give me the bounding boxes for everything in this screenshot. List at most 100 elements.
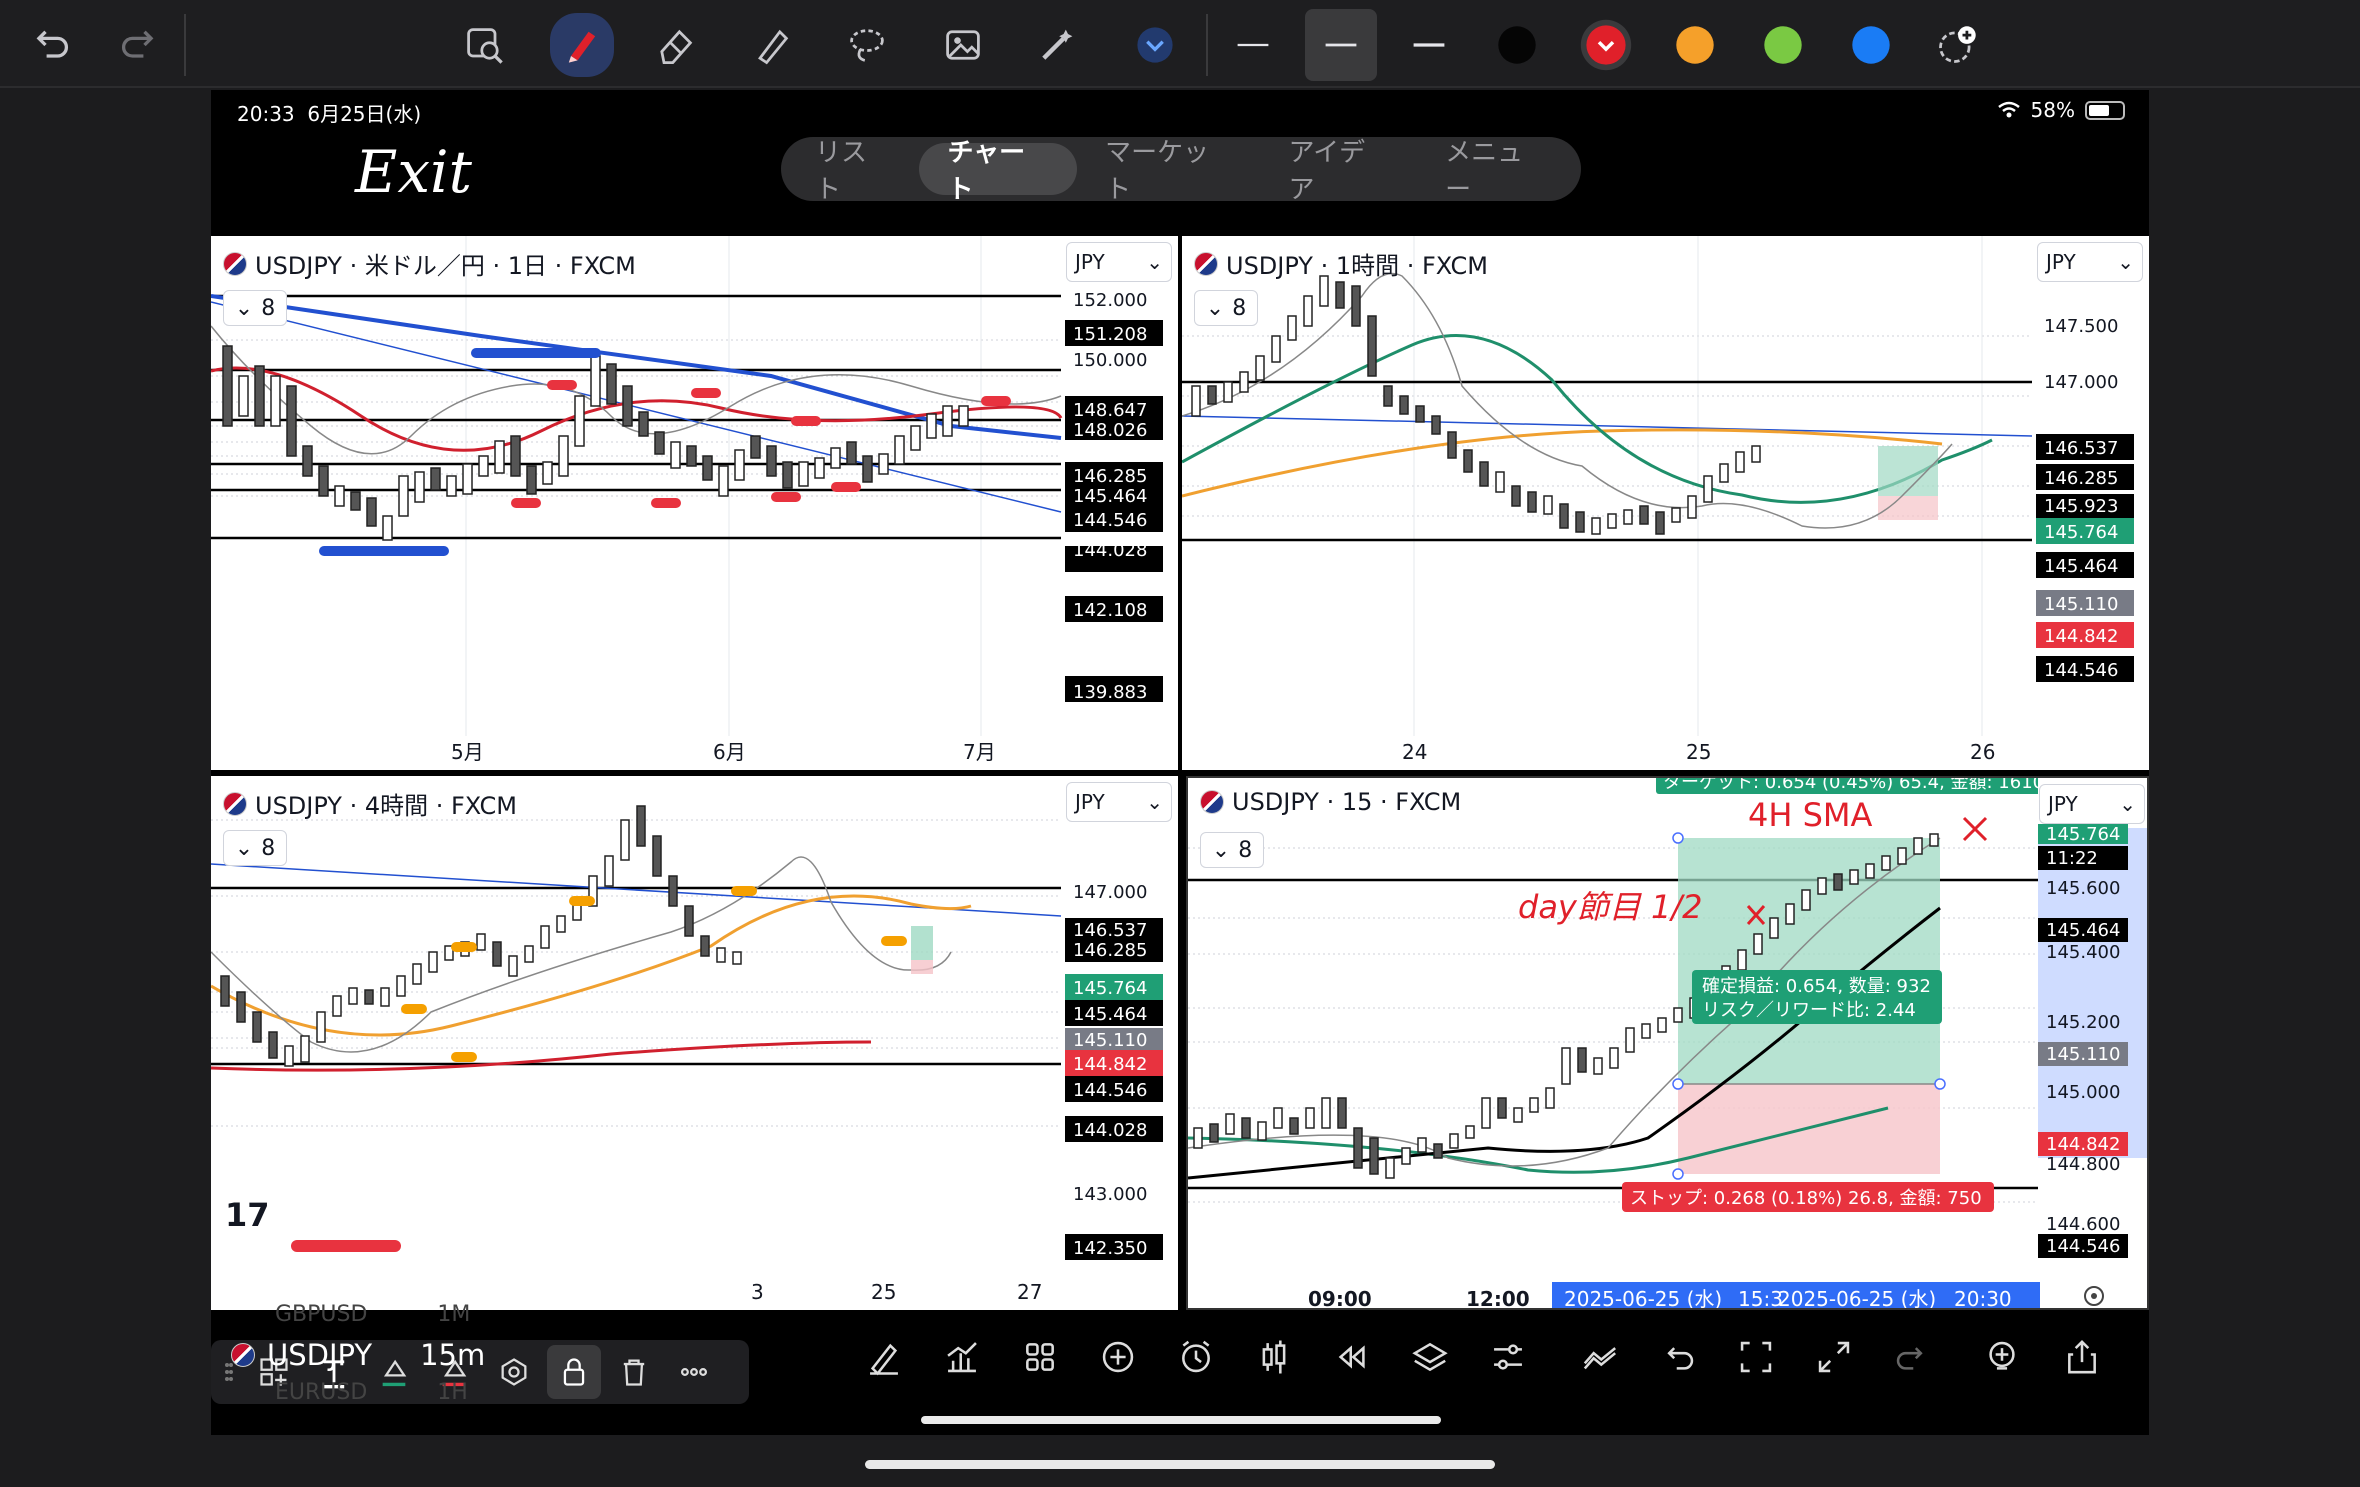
4h-price-label: 142.350 <box>1073 1238 1147 1259</box>
daily-time-label: 5月 <box>451 740 484 764</box>
symbol-selector[interactable]: USDJPY 15m <box>231 1338 485 1372</box>
color-red-selected-icon[interactable] <box>1575 14 1637 76</box>
eraser-icon[interactable] <box>648 18 702 72</box>
fill-color-icon[interactable] <box>367 1345 421 1399</box>
15m-chart-canvas[interactable]: ターゲット: 0.654 (0.45%) 65.4, 金額: 1610.07 確… <box>1188 778 2149 1310</box>
hourly-interval-selector[interactable]: ⌄ 8 <box>1194 290 1258 326</box>
tab-menu[interactable]: メニュー <box>1445 138 1524 205</box>
4h-time-label: 27 <box>1017 1280 1042 1304</box>
trash-icon[interactable] <box>607 1345 661 1399</box>
wifi-icon <box>1997 101 2020 118</box>
undo-icon[interactable] <box>24 18 78 72</box>
lock-icon[interactable] <box>547 1345 601 1399</box>
hourly-price-label: 145.923 <box>2044 496 2118 517</box>
daily-chart-canvas[interactable]: 152.000 151.208 150.000 148.647 148.026 … <box>211 236 1178 770</box>
15m-interval-selector[interactable]: ⌄ 8 <box>1200 832 1264 868</box>
tab-ideas[interactable]: アイデア <box>1288 138 1366 205</box>
4h-interval-selector[interactable]: ⌄ 8 <box>223 830 287 866</box>
4h-price-label: 144.028 <box>1073 1120 1147 1141</box>
alarm-icon[interactable] <box>1169 1330 1223 1384</box>
lasso-icon[interactable] <box>840 18 894 72</box>
4h-currency-selector[interactable]: JPY ⌄ <box>1066 782 1172 822</box>
tab-market[interactable]: マーケット <box>1105 138 1210 205</box>
chart-pane-hourly[interactable]: 147.500 147.000 146.537 146.285 145.923 … <box>1182 236 2149 770</box>
share-icon[interactable] <box>2055 1330 2109 1384</box>
hourly-chart-canvas[interactable]: 147.500 147.000 146.537 146.285 145.923 … <box>1182 236 2149 770</box>
highlighter-icon[interactable] <box>744 18 798 72</box>
hourly-pane-title[interactable]: USDJPY · 1時間 · FXCM <box>1194 246 1488 281</box>
15m-countdown-label: 11:22 <box>2046 848 2098 869</box>
chart-pane-4h[interactable]: 147.000 146.537 146.285 145.764 145.464 … <box>211 776 1178 1310</box>
daily-currency-value: JPY <box>1075 250 1105 274</box>
15m-range-start-time: 15:3 <box>1738 1287 1783 1310</box>
replay-icon[interactable] <box>1325 1330 1379 1384</box>
layout-grid-icon[interactable] <box>1013 1330 1067 1384</box>
add-alert-icon[interactable] <box>1975 1330 2029 1384</box>
current-interval[interactable]: 15m <box>420 1338 486 1372</box>
compare-icon[interactable] <box>1573 1330 1627 1384</box>
drag-handle-icon[interactable] <box>217 1345 241 1399</box>
15m-pane-title[interactable]: USDJPY · 15 · FXCM <box>1200 788 1461 816</box>
medium-line-icon[interactable] <box>1305 9 1377 81</box>
redo-icon[interactable] <box>1885 1330 1939 1384</box>
grid-add-icon[interactable] <box>247 1345 301 1399</box>
handwritten-day-level: day節目 1/2 <box>1518 888 1703 926</box>
chart-pane-daily[interactable]: 152.000 151.208 150.000 148.647 148.026 … <box>211 236 1178 770</box>
indicators-icon[interactable] <box>935 1330 989 1384</box>
thick-line-icon[interactable] <box>1402 18 1456 72</box>
daily-price-label: 148.026 <box>1073 420 1147 441</box>
15m-range-start-date: 2025-06-25 (水) <box>1564 1287 1722 1310</box>
hourly-price-label: 145.110 <box>2044 594 2118 615</box>
us-jp-flag-icon <box>223 251 247 276</box>
daily-interval-selector[interactable]: ⌄ 8 <box>223 290 287 326</box>
15m-price-label: 145.400 <box>2046 942 2120 963</box>
chevron-down-icon[interactable] <box>1128 18 1182 72</box>
layers-icon[interactable] <box>1403 1330 1457 1384</box>
undo-icon[interactable] <box>1651 1330 1705 1384</box>
text-tool-icon[interactable] <box>307 1345 361 1399</box>
redo-icon[interactable] <box>112 18 166 72</box>
hourly-price-label: 145.764 <box>2044 522 2118 543</box>
handwritten-exit: Exit <box>354 138 473 206</box>
15m-price-label: 144.546 <box>2046 1236 2120 1257</box>
daily-pane-title[interactable]: USDJPY · 米ドル／円 · 1日 · FXCM <box>223 246 636 281</box>
color-green-icon[interactable] <box>1756 18 1810 72</box>
15m-price-label: 145.200 <box>2046 1012 2120 1033</box>
hourly-time-label: 25 <box>1686 740 1711 764</box>
toolbar-divider <box>184 14 186 76</box>
color-blue-icon[interactable] <box>1844 18 1898 72</box>
ghost-interval: 1M <box>437 1302 471 1327</box>
fullscreen-icon[interactable] <box>1807 1330 1861 1384</box>
add-color-icon[interactable] <box>1930 18 1984 72</box>
hourly-price-label: 146.537 <box>2044 438 2118 459</box>
draw-pen-icon[interactable] <box>857 1330 911 1384</box>
15m-range-end-date: 2025-06-25 (水) <box>1778 1287 1936 1310</box>
settings-icon[interactable] <box>2084 1286 2104 1306</box>
pen-tool-icon[interactable] <box>550 13 614 77</box>
clock: 20:33 <box>237 102 295 126</box>
chart-pane-15m[interactable]: ターゲット: 0.654 (0.45%) 65.4, 金額: 1610.07 確… <box>1186 776 2149 1310</box>
hourly-currency-selector[interactable]: JPY ⌄ <box>2037 242 2143 282</box>
4h-chart-canvas[interactable]: 147.000 146.537 146.285 145.764 145.464 … <box>211 776 1178 1310</box>
color-black-icon[interactable] <box>1490 18 1544 72</box>
hourly-time-label: 26 <box>1970 740 1995 764</box>
15m-currency-selector[interactable]: JPY ⌄ <box>2039 784 2145 824</box>
4h-pane-title[interactable]: USDJPY · 4時間 · FXCM <box>223 786 517 821</box>
tab-chart[interactable]: チャート <box>919 138 1078 205</box>
settings-sliders-icon[interactable] <box>1481 1330 1535 1384</box>
image-icon[interactable] <box>936 18 990 72</box>
more-icon[interactable] <box>667 1345 721 1399</box>
15m-price-label: 144.842 <box>2046 1134 2120 1155</box>
candles-icon[interactable] <box>1247 1330 1301 1384</box>
tab-list[interactable]: リスト <box>815 138 868 205</box>
screenshot-icon[interactable] <box>1729 1330 1783 1384</box>
add-circle-icon[interactable] <box>1091 1330 1145 1384</box>
border-color-icon[interactable] <box>427 1345 481 1399</box>
hexagon-icon[interactable] <box>487 1345 541 1399</box>
magic-wand-icon[interactable] <box>1030 18 1084 72</box>
daily-currency-selector[interactable]: JPY ⌄ <box>1066 242 1172 282</box>
color-orange-icon[interactable] <box>1668 18 1722 72</box>
thin-line-icon[interactable] <box>1226 18 1280 72</box>
image-zoom-icon[interactable] <box>457 18 511 72</box>
